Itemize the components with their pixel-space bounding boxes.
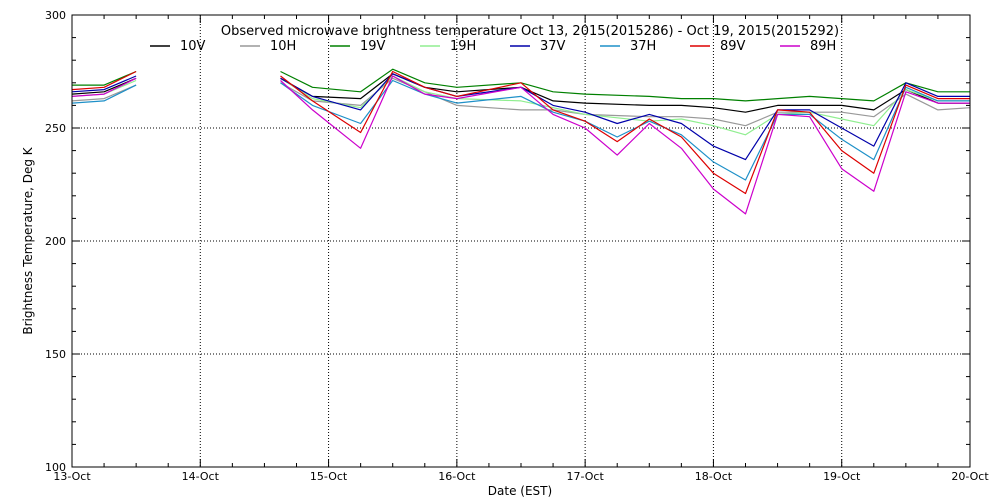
legend-label-37h: 37H xyxy=(630,39,656,54)
legend-label-19v: 19V xyxy=(360,39,386,54)
y-tick-label: 100 xyxy=(45,461,66,474)
x-tick-label: 13-Oct xyxy=(53,470,91,483)
y-tick-label: 150 xyxy=(45,348,66,361)
x-tick-label: 20-Oct xyxy=(951,470,989,483)
x-axis: 13-Oct 14-Oct 15-Oct 16-Oct 17-Oct 18-Oct 19-O… xyxy=(53,15,989,483)
y-tick-label: 200 xyxy=(45,235,66,248)
x-tick-label: 16-Oct xyxy=(438,470,476,483)
y-tick-label: 300 xyxy=(45,9,66,22)
series-line-37h xyxy=(71,79,970,181)
x-tick-label: 19-Oct xyxy=(823,470,861,483)
series-line-10v xyxy=(71,73,970,113)
plot-series xyxy=(71,68,971,215)
x-axis-title: Date (EST) xyxy=(488,484,552,498)
x-tick-label: 17-Oct xyxy=(566,470,604,483)
series-line-10h xyxy=(71,77,971,127)
x-tick-label: 15-Oct xyxy=(310,470,348,483)
series-line-37v xyxy=(71,73,970,161)
grid xyxy=(72,15,970,467)
y-tick-label: 250 xyxy=(45,122,66,135)
x-tick-label: 18-Oct xyxy=(695,470,733,483)
y-axis-title: Brightness Temperature, Deg K xyxy=(21,146,35,334)
chart-title: Observed microwave brightness temperatur… xyxy=(221,24,839,39)
series-line-19v xyxy=(72,68,970,102)
legend-label-89v: 89V xyxy=(720,39,746,54)
series-line-89h xyxy=(71,75,970,215)
legend-label-19h: 19H xyxy=(450,39,476,54)
legend-label-10h: 10H xyxy=(270,39,296,54)
series-line-89v xyxy=(71,70,970,195)
y-axis: 100 150 200 250 300 xyxy=(45,9,970,474)
legend-label-37v: 37V xyxy=(540,39,566,54)
legend-label-89h: 89H xyxy=(810,39,836,54)
legend: 10V 10H 19V 19H 37V 37H 89V 89H xyxy=(150,39,836,54)
x-tick-label: 14-Oct xyxy=(182,470,220,483)
legend-label-10v: 10V xyxy=(180,39,206,54)
